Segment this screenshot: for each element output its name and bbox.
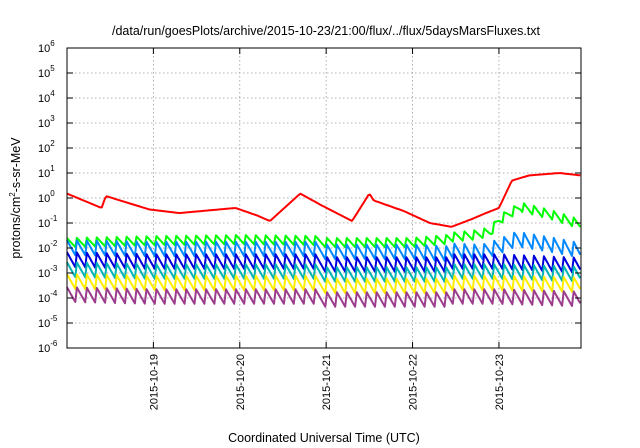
y-tick-label-base: 10 [38,193,50,205]
y-tick-label-exp: 4 [50,89,55,98]
y-tick-label-exp: -5 [50,314,58,323]
y-tick-label: 10-3 [38,264,58,280]
y-tick-label-base: 10 [38,143,50,155]
y-tick-label: 106 [38,39,55,55]
series-line-5 [66,261,582,283]
x-tick-label: 2015-10-20 [235,354,247,410]
y-tick-label: 10-6 [38,339,58,355]
y-tick-label-base: 10 [38,68,50,80]
y-tick-label-base: 10 [38,243,50,255]
y-axis: 10610510410310210110010-110-210-310-410-… [38,39,581,355]
y-tick-label: 105 [38,64,55,80]
y-axis-label-sup: 2 [8,192,17,197]
y-tick-label-base: 10 [38,218,50,230]
y-tick-label: 102 [38,139,55,155]
y-tick-label-base: 10 [38,293,50,305]
y-tick-label-base: 10 [38,168,50,180]
y-tick-label-exp: 0 [50,189,55,198]
y-tick-label-exp: 2 [50,139,55,148]
y-tick-label: 10-1 [38,214,58,230]
grid [67,48,581,348]
series-line-2 [66,202,582,249]
series-line-7 [66,286,582,308]
y-tick-label-base: 10 [38,43,50,55]
y-axis-label-base: protons/cm [9,197,23,259]
y-tick-label-exp: -6 [50,339,58,348]
y-tick-label-exp: -4 [50,289,58,298]
y-tick-label-base: 10 [38,93,50,105]
y-axis-label: protons/cm2-s-sr-MeV [8,137,23,259]
y-tick-label: 103 [38,114,55,130]
y-tick-label: 10-5 [38,314,58,330]
x-tick-label: 2015-10-22 [408,354,420,410]
y-tick-label-exp: 1 [50,164,55,173]
series-line-4 [66,251,582,274]
y-tick-label-base: 10 [38,268,50,280]
series-group [66,172,582,308]
y-tick-label-exp: 5 [50,64,55,73]
series-line-1 [66,172,581,228]
y-tick-label-exp: -1 [50,214,58,223]
y-tick-label-exp: 6 [50,39,55,48]
y-tick-label-exp: 3 [50,114,55,123]
y-tick-label-base: 10 [38,343,50,355]
y-tick-label: 101 [38,164,55,180]
y-tick-label-exp: -2 [50,239,58,248]
y-tick-label: 10-4 [38,289,58,305]
x-tick-label: 2015-10-23 [494,354,506,410]
y-tick-label-base: 10 [38,118,50,130]
x-axis-label: Coordinated Universal Time (UTC) [228,431,420,445]
x-tick-label: 2015-10-21 [321,354,333,410]
y-tick-label: 104 [38,89,55,105]
y-tick-label: 100 [38,189,55,205]
y-tick-label-exp: -3 [50,264,58,273]
series-line-6 [66,273,582,295]
x-tick-label: 2015-10-19 [148,354,160,410]
chart-title: /data/run/goesPlots/archive/2015-10-23/2… [112,24,541,38]
y-tick-label: 10-2 [38,239,58,255]
y-tick-label-base: 10 [38,318,50,330]
series-line-3 [66,231,582,262]
x-axis: 2015-10-19 2015-10-20 2015-10-21 2015-10-22… [148,48,506,410]
y-axis-label-rest: -s-sr-MeV [9,137,23,193]
